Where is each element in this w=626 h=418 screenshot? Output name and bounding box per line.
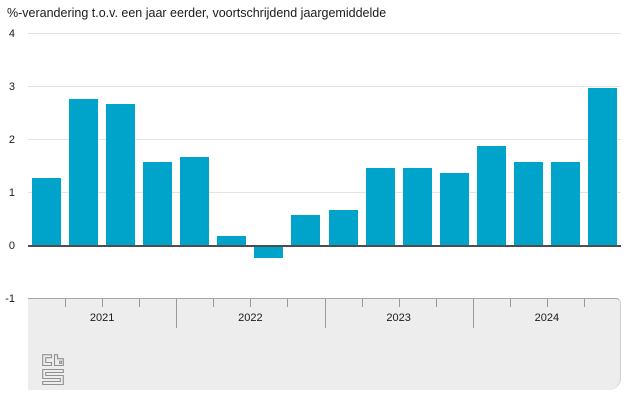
year-label-2023: 2023	[386, 312, 411, 324]
bar-2023-q4	[439, 172, 469, 247]
quarter-tick	[250, 299, 252, 307]
quarter-tick	[65, 299, 67, 307]
quarter-tick	[213, 299, 215, 307]
bar-2021-q3	[106, 103, 136, 247]
bar-2023-q2	[365, 167, 395, 247]
y-axis-label--1: -1	[5, 293, 15, 305]
quarter-tick	[139, 299, 141, 307]
zero-line	[28, 245, 621, 247]
y-axis-label-3: 3	[8, 81, 15, 93]
cbs-logo-letter-b-counter	[59, 360, 63, 364]
quarter-tick	[398, 299, 400, 307]
chart-title: %-verandering t.o.v. een jaar eerder, vo…	[7, 6, 387, 20]
bar-2021-q4	[143, 162, 173, 247]
bar-2023-q3	[402, 167, 432, 247]
y-axis-label-4: 4	[8, 28, 15, 40]
bar-2022-q4	[291, 215, 321, 247]
year-label-2022: 2022	[238, 312, 263, 324]
x-axis-band: 2021 2022 2023 2024	[28, 298, 621, 390]
year-separator	[324, 299, 326, 328]
bar-2021-q1	[32, 178, 62, 247]
quarter-tick	[509, 299, 511, 307]
gridline-2	[28, 139, 621, 140]
bar-2024-q2	[513, 162, 543, 247]
quarter-tick	[287, 299, 289, 307]
cbs-logo-letter-c	[42, 354, 53, 367]
cbs-logo-letter-s	[42, 368, 64, 386]
year-label-2024: 2024	[534, 312, 560, 324]
plot-area: 4 3 2 1 0 -1	[5, 28, 621, 305]
quarter-tick	[102, 299, 104, 307]
quarter-tick	[546, 299, 548, 307]
bar-2022-q3	[254, 247, 284, 258]
quarter-tick	[583, 299, 585, 307]
bar-2024-q1	[476, 146, 506, 247]
bar-2022-q2	[217, 236, 247, 247]
y-axis-label-1: 1	[8, 187, 15, 199]
bar-2024-q4	[587, 88, 617, 247]
gridline-4	[28, 33, 621, 34]
year-separator	[176, 299, 178, 328]
bar-2023-q1	[328, 209, 358, 247]
bar-2024-q3	[550, 162, 580, 247]
cbs-logo-icon	[42, 354, 64, 386]
quarter-tick	[361, 299, 363, 307]
y-axis-label-0: 0	[8, 240, 15, 252]
year-label-2021: 2021	[89, 312, 115, 324]
cbs-logo-letter-b	[53, 354, 64, 367]
bar-2021-q2	[69, 98, 99, 247]
gridline-3	[28, 86, 621, 87]
year-separator	[472, 299, 474, 328]
bar-2022-q1	[180, 156, 210, 247]
y-axis-label-2: 2	[8, 134, 15, 146]
gridline-1	[28, 192, 621, 193]
quarter-tick	[435, 299, 437, 307]
